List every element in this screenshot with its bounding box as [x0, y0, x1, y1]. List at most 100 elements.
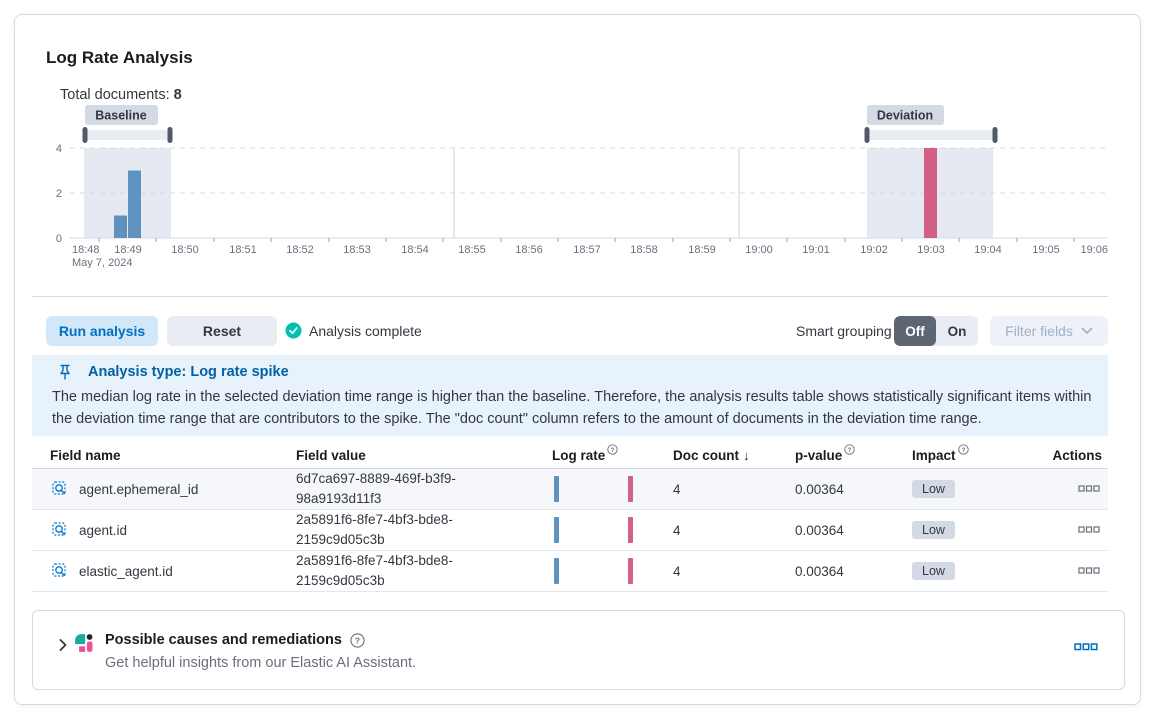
row-actions-button[interactable] [1076, 524, 1102, 536]
doc-count-value: 4 [673, 522, 681, 538]
possible-causes-panel: Possible causes and remediations ? Get h… [32, 610, 1125, 690]
filter-fields-label: Filter fields [1005, 323, 1073, 339]
header-actions: Actions [1052, 448, 1102, 463]
sort-desc-icon: ↓ [743, 448, 750, 463]
chevron-right-icon [59, 639, 67, 651]
log-rate-chart-svg: Baseline Deviation 4 2 0 18:48 18:49 18:… [56, 105, 1108, 269]
baseline-brush[interactable] [85, 130, 170, 140]
y-tick-2: 2 [56, 188, 62, 200]
filter-magnifier-icon [52, 480, 66, 495]
smart-grouping-on-button[interactable]: On [947, 323, 967, 339]
x-axis-date-label: May 7, 2024 [72, 257, 133, 268]
callout-body: The median log rate in the selected devi… [52, 389, 1092, 427]
question-circle-icon[interactable]: ? [957, 444, 969, 455]
toolbar-divider [32, 296, 1108, 297]
x-tick-1903: 19:03 [917, 244, 945, 256]
check-circle-icon [285, 322, 302, 339]
log-rate-sparkline [552, 476, 673, 502]
question-circle-icon[interactable]: ? [607, 444, 618, 455]
boxes-horizontal-icon [1078, 485, 1100, 492]
header-impact[interactable]: Impact? [912, 444, 1012, 463]
deviation-bar-1903-00 [924, 148, 937, 238]
boxes-horizontal-icon [1078, 526, 1100, 533]
analysis-status-label: Analysis complete [309, 322, 422, 339]
baseline-brush-right-handle[interactable] [167, 127, 173, 143]
expand-panel-button[interactable] [53, 635, 73, 655]
log-rate-sparkline [552, 558, 673, 584]
deviation-brush-right-handle[interactable] [992, 127, 998, 143]
deviation-brush[interactable] [867, 130, 995, 140]
table-row: elastic_agent.id 2a5891f6-8fe7-4bf3-bde8… [32, 551, 1108, 592]
callout-title: Analysis type: Log rate spike [88, 364, 289, 380]
header-field-value[interactable]: Field value [296, 448, 366, 463]
total-documents: Total documents: 8 [60, 87, 182, 103]
x-tick-1858: 18:58 [630, 244, 658, 256]
total-documents-label: Total documents: [60, 87, 170, 103]
x-tick-1902: 19:02 [860, 244, 888, 256]
boxes-horizontal-icon [1074, 643, 1098, 651]
table-row: agent.id 2a5891f6-8fe7-4bf3-bde8-2159c9d… [32, 510, 1108, 551]
impact-badge: Low [912, 521, 955, 539]
field-value: 2a5891f6-8fe7-4bf3-bde8-2159c9d05c3b [296, 512, 453, 547]
field-name: agent.id [79, 522, 128, 538]
x-tick-1853: 18:53 [343, 244, 371, 256]
x-tick-1906: 19:06 [1080, 244, 1108, 256]
analysis-type-callout: Analysis type: Log rate spike The median… [32, 355, 1108, 436]
p-value: 0.00364 [795, 481, 844, 497]
smart-grouping-toggle: Off On [894, 316, 978, 346]
smart-grouping-label: Smart grouping [796, 323, 892, 339]
x-tick-1856: 18:56 [515, 244, 543, 256]
total-documents-value: 8 [173, 87, 182, 103]
log-rate-sparkline [552, 517, 673, 543]
filter-magnifier-icon [52, 521, 66, 536]
x-tick-1850: 18:50 [171, 244, 199, 256]
log-rate-chart: Baseline Deviation 4 2 0 18:48 18:49 18:… [32, 103, 1108, 269]
svg-text:?: ? [355, 635, 360, 645]
p-value: 0.00364 [795, 522, 844, 538]
deviation-brush-left-handle[interactable] [864, 127, 870, 143]
x-tick-1854: 18:54 [401, 244, 429, 256]
header-doc-count[interactable]: Doc count ↓ [673, 448, 750, 463]
filter-magnifier-icon [52, 562, 66, 577]
baseline-brush-left-handle[interactable] [82, 127, 88, 143]
deviation-spark-bar [628, 517, 633, 543]
x-tick-1857: 18:57 [573, 244, 601, 256]
field-value: 6d7ca697-8889-469f-b3f9-98a9193d11f3 [296, 471, 456, 506]
header-log-rate[interactable]: Log rate? [552, 444, 673, 463]
filter-for-value-button[interactable] [50, 520, 71, 541]
page-title: Log Rate Analysis [46, 48, 193, 67]
filter-for-value-button[interactable] [50, 561, 71, 582]
doc-count-value: 4 [673, 563, 681, 579]
reset-button[interactable]: Reset [167, 316, 277, 346]
x-tick-1859: 18:59 [688, 244, 716, 256]
filter-for-value-button[interactable] [50, 479, 71, 500]
header-p-value[interactable]: p-value? [795, 444, 912, 463]
y-tick-4: 4 [56, 143, 62, 155]
header-field-name[interactable]: Field name [50, 448, 121, 463]
panel-actions-button[interactable] [1072, 641, 1100, 654]
field-name: agent.ephemeral_id [79, 481, 199, 497]
chart-bars [114, 148, 937, 238]
possible-causes-subtitle: Get helpful insights from our Elastic AI… [105, 655, 417, 671]
row-actions-button[interactable] [1076, 483, 1102, 495]
baseline-spark-bar [554, 476, 559, 502]
x-tick-1851: 18:51 [229, 244, 257, 256]
smart-grouping-off-button[interactable]: Off [894, 316, 936, 346]
deviation-badge [867, 105, 944, 125]
question-circle-icon[interactable]: ? [350, 632, 365, 648]
x-tick-1849: 18:49 [114, 244, 142, 256]
filter-fields-button[interactable]: Filter fields [990, 316, 1108, 346]
analysis-results-table: Field name Field value Log rate? Doc cou… [32, 444, 1108, 592]
baseline-spark-bar [554, 517, 559, 543]
x-tick-1848: 18:48 [72, 244, 100, 256]
baseline-bar-1848-30 [114, 215, 127, 238]
x-tick-1904: 19:04 [974, 244, 1002, 256]
x-tick-1901: 19:01 [802, 244, 830, 256]
question-circle-icon[interactable]: ? [844, 444, 855, 455]
table-row: agent.ephemeral_id 6d7ca697-8889-469f-b3… [32, 469, 1108, 510]
run-analysis-button[interactable]: Run analysis [46, 316, 158, 346]
x-tick-1852: 18:52 [286, 244, 314, 256]
baseline-window-highlight [84, 148, 171, 238]
y-tick-0: 0 [56, 233, 62, 245]
row-actions-button[interactable] [1076, 565, 1102, 577]
